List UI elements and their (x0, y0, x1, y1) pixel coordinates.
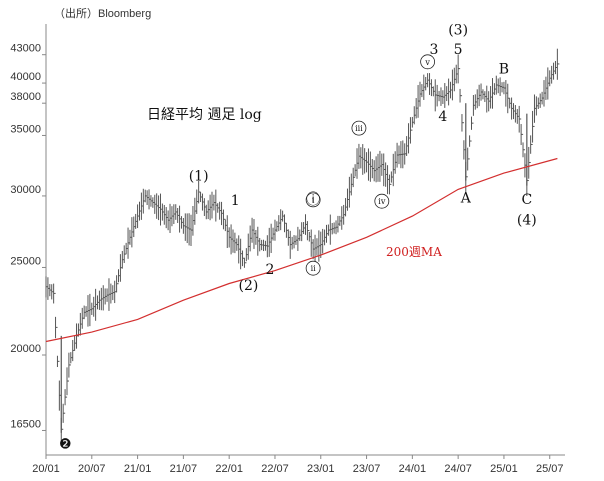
y-tick-label: 40000 (10, 71, 41, 83)
source-label: （出所）Bloomberg (54, 6, 151, 20)
x-axis-ticks: 20/01 20/07 21/01 21/07 22/01 22/07 23/01 23/07… (32, 455, 564, 475)
wave-roman-label: iii (355, 124, 363, 133)
series-layer (45, 48, 560, 442)
y-axis-ticks: 16500 20000 25000 30000 35000 38000 40000 43000 (10, 43, 46, 431)
wave-label: ❷ (59, 437, 72, 453)
x-tick-label: 23/01 (307, 463, 335, 475)
wave-label: 3 (430, 42, 439, 58)
wave-label: (1) (189, 169, 209, 185)
wave-label: (2) (239, 278, 259, 294)
x-tick-label: 24/07 (444, 463, 472, 475)
wave-label: ⓘ (306, 192, 320, 208)
x-tick-label: 23/07 (353, 463, 381, 475)
wave-label: 4 (438, 109, 447, 125)
ma-200-week-line (45, 157, 558, 343)
y-tick-label: 16500 (10, 418, 41, 430)
wave-label: B (499, 61, 509, 77)
wave-roman-circle (420, 54, 436, 70)
wave-roman-label: ii (311, 264, 317, 273)
x-tick-label: 20/07 (78, 463, 106, 475)
x-tick-label: 24/01 (399, 463, 427, 475)
x-tick-label: 22/07 (261, 463, 289, 475)
y-tick-label: 25000 (10, 255, 41, 267)
wave-roman-circle (351, 120, 367, 136)
wave-roman-label: i (312, 196, 315, 205)
ma-series-label: 200週MA (386, 245, 442, 259)
y-tick-label: 30000 (10, 184, 41, 196)
y-tick-label: 20000 (10, 343, 41, 355)
wave-label: (4) (517, 212, 537, 228)
wave-label: 1 (231, 193, 240, 209)
axes (45, 24, 565, 456)
wave-label: C (521, 192, 532, 208)
wave-roman-circle (374, 193, 390, 209)
wave-roman-label: v (424, 58, 430, 67)
y-tick-label: 35000 (10, 123, 41, 135)
x-tick-label: 25/07 (536, 463, 564, 475)
wave-label: A (460, 191, 472, 207)
wave-label: 2 (266, 262, 275, 278)
x-tick-label: 21/07 (170, 463, 198, 475)
chart-title: 日経平均 週足 log (147, 107, 262, 123)
x-tick-label: 25/01 (490, 463, 518, 475)
wave-label: (3) (448, 22, 468, 38)
wave-label: 5 (454, 42, 463, 58)
x-tick-label: 21/01 (124, 463, 152, 475)
y-tick-label: 38000 (10, 91, 41, 103)
y-tick-label: 43000 (10, 43, 41, 55)
wave-roman-label: iv (378, 197, 386, 206)
wave-roman-circle (305, 192, 321, 208)
wave-roman-circle (305, 260, 321, 276)
x-tick-label: 20/01 (32, 463, 60, 475)
x-tick-label: 22/01 (215, 463, 243, 475)
